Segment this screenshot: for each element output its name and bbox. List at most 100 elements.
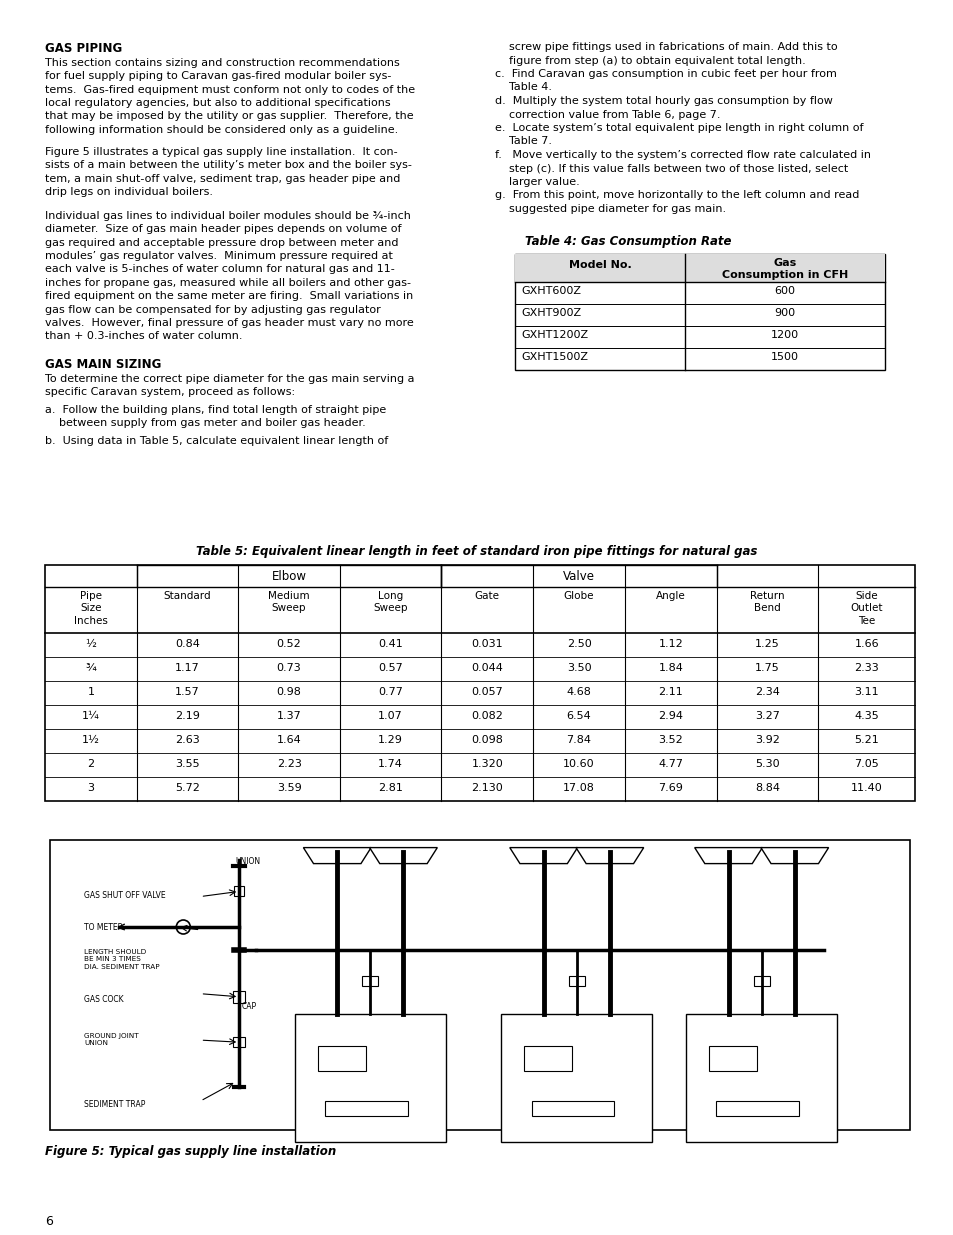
Text: GXHT900Z: GXHT900Z — [520, 309, 580, 319]
Bar — [716, 1100, 799, 1116]
Text: 0.98: 0.98 — [276, 687, 301, 697]
Text: 1.320: 1.320 — [471, 760, 502, 769]
Text: GAS SHUT OFF VALVE: GAS SHUT OFF VALVE — [84, 890, 166, 900]
Text: Individual gas lines to individual boiler modules should be ¾-inch
diameter.  Si: Individual gas lines to individual boile… — [45, 211, 414, 341]
Text: Table 7.: Table 7. — [495, 137, 552, 147]
Text: 2.11: 2.11 — [658, 687, 682, 697]
Text: 17.08: 17.08 — [562, 783, 595, 793]
Text: ½: ½ — [86, 638, 96, 650]
Text: Side
Outlet
Tee: Side Outlet Tee — [849, 592, 882, 626]
Polygon shape — [760, 847, 828, 863]
Text: Table 5: Equivalent linear length in feet of standard iron pipe fittings for nat: Table 5: Equivalent linear length in fee… — [196, 545, 757, 558]
Text: 5.21: 5.21 — [853, 735, 878, 745]
Text: 1500: 1500 — [770, 352, 799, 363]
Text: b.  Using data in Table 5, calculate equivalent linear length of: b. Using data in Table 5, calculate equi… — [45, 436, 388, 446]
Polygon shape — [576, 847, 643, 863]
Text: 1½: 1½ — [82, 735, 100, 745]
Bar — [325, 1100, 408, 1116]
Text: a.  Follow the building plans, find total length of straight pipe
    between su: a. Follow the building plans, find total… — [45, 405, 386, 429]
Text: This section contains sizing and construction recommendations
for fuel supply pi: This section contains sizing and constru… — [45, 58, 415, 135]
Text: 11.40: 11.40 — [850, 783, 882, 793]
Text: Gas
Consumption in CFH: Gas Consumption in CFH — [721, 258, 847, 280]
Text: 2.23: 2.23 — [276, 760, 301, 769]
Bar — [233, 1037, 245, 1047]
Bar — [685, 1014, 836, 1141]
Text: 1.75: 1.75 — [755, 663, 780, 673]
Text: 2.94: 2.94 — [658, 711, 682, 721]
Text: 3.52: 3.52 — [658, 735, 682, 745]
Text: 2.81: 2.81 — [377, 783, 402, 793]
Polygon shape — [369, 847, 436, 863]
Text: 5.30: 5.30 — [755, 760, 780, 769]
Text: CAP: CAP — [242, 1003, 256, 1011]
Text: suggested pipe diameter for gas main.: suggested pipe diameter for gas main. — [495, 204, 725, 214]
Text: 1¼: 1¼ — [82, 711, 100, 721]
Text: 0.84: 0.84 — [175, 638, 200, 650]
Bar — [501, 1014, 651, 1141]
Text: Angle: Angle — [656, 592, 685, 601]
Text: Long
Sweep: Long Sweep — [373, 592, 407, 614]
Text: Table 4: Gas Consumption Rate: Table 4: Gas Consumption Rate — [524, 236, 731, 248]
Text: Model No.: Model No. — [568, 259, 631, 269]
Text: 3.59: 3.59 — [276, 783, 301, 793]
Text: 7.05: 7.05 — [853, 760, 878, 769]
Bar — [294, 1014, 445, 1141]
Bar — [753, 976, 769, 986]
Text: Pipe
Size
Inches: Pipe Size Inches — [74, 592, 108, 626]
Text: GXHT1500Z: GXHT1500Z — [520, 352, 587, 363]
Bar — [45, 564, 914, 802]
Text: Figure 5 illustrates a typical gas supply line installation.  It con-
sists of a: Figure 5 illustrates a typical gas suppl… — [45, 147, 412, 198]
Text: 3.55: 3.55 — [175, 760, 200, 769]
Text: e.  Locate system’s total equivalent pipe length in right column of: e. Locate system’s total equivalent pipe… — [495, 124, 862, 133]
Text: 1200: 1200 — [770, 331, 799, 341]
Text: c.  Find Caravan gas consumption in cubic feet per hour from: c. Find Caravan gas consumption in cubic… — [495, 69, 836, 79]
Text: 2.33: 2.33 — [853, 663, 878, 673]
Text: 2.50: 2.50 — [566, 638, 591, 650]
Text: 0.57: 0.57 — [377, 663, 402, 673]
Bar — [233, 887, 244, 897]
Text: 5.72: 5.72 — [175, 783, 200, 793]
Text: 1.29: 1.29 — [377, 735, 402, 745]
Text: 1.37: 1.37 — [276, 711, 301, 721]
Text: 1.64: 1.64 — [276, 735, 301, 745]
Text: ¾: ¾ — [86, 663, 96, 673]
Text: GAS COCK: GAS COCK — [84, 995, 124, 1004]
Text: 6.54: 6.54 — [566, 711, 591, 721]
Text: GAS PIPING: GAS PIPING — [45, 42, 122, 56]
Text: GROUND JOINT
UNION: GROUND JOINT UNION — [84, 1032, 139, 1046]
Text: 0.52: 0.52 — [276, 638, 301, 650]
Text: screw pipe fittings used in fabrications of main. Add this to: screw pipe fittings used in fabrications… — [495, 42, 837, 52]
Bar — [233, 990, 245, 1003]
Text: 1.57: 1.57 — [175, 687, 200, 697]
Text: 4.35: 4.35 — [853, 711, 878, 721]
Text: 4.77: 4.77 — [658, 760, 682, 769]
Text: Figure 5: Typical gas supply line installation: Figure 5: Typical gas supply line instal… — [45, 1145, 335, 1158]
Text: 0.044: 0.044 — [471, 663, 502, 673]
Text: 2.130: 2.130 — [471, 783, 502, 793]
Text: 2.63: 2.63 — [175, 735, 200, 745]
Bar — [515, 253, 884, 282]
Text: Standard: Standard — [164, 592, 212, 601]
Polygon shape — [694, 847, 761, 863]
Text: Valve: Valve — [562, 571, 595, 583]
Text: 900: 900 — [774, 309, 795, 319]
Text: 7.69: 7.69 — [658, 783, 682, 793]
Bar — [523, 1046, 572, 1072]
Text: 0.73: 0.73 — [276, 663, 301, 673]
Text: UNION: UNION — [235, 857, 260, 867]
Text: correction value from Table 6, page 7.: correction value from Table 6, page 7. — [495, 110, 720, 120]
Bar — [515, 253, 884, 369]
Bar — [708, 1046, 757, 1072]
Text: Return
Bend: Return Bend — [749, 592, 784, 614]
Text: 3: 3 — [88, 783, 94, 793]
Text: Table 4.: Table 4. — [495, 83, 552, 93]
Text: g.  From this point, move horizontally to the left column and read: g. From this point, move horizontally to… — [495, 190, 859, 200]
Text: 1.84: 1.84 — [658, 663, 682, 673]
Text: 10.60: 10.60 — [562, 760, 595, 769]
Bar — [317, 1046, 365, 1072]
Text: Gate: Gate — [475, 592, 499, 601]
Text: 0.031: 0.031 — [471, 638, 502, 650]
Text: GAS MAIN SIZING: GAS MAIN SIZING — [45, 358, 161, 370]
Bar — [531, 1100, 614, 1116]
Text: 600: 600 — [774, 287, 795, 296]
